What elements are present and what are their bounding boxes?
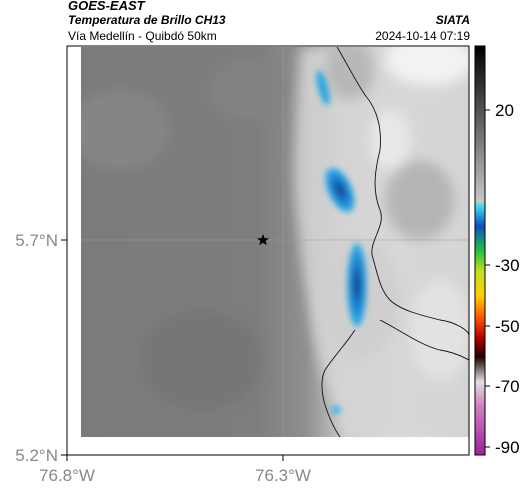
lat-label-2: 5.2°N bbox=[15, 446, 58, 465]
satellite-imagery bbox=[81, 47, 469, 437]
colorbar-tick-20: 20 bbox=[495, 101, 514, 120]
colorbar: 20 -30 -50 -70 -90 bbox=[474, 45, 520, 457]
datetime-label: 2024-10-14 07:19 bbox=[375, 29, 470, 43]
lat-label-1: 5.7°N bbox=[15, 231, 58, 250]
route-subtitle: Vía Medellín - Quibdó 50km bbox=[68, 29, 217, 43]
colorbar-tick-minus70: -70 bbox=[495, 377, 520, 396]
colorbar-tick-minus30: -30 bbox=[495, 256, 520, 275]
source-title: GOES-EAST bbox=[68, 0, 145, 13]
colorbar-tick-minus90: -90 bbox=[495, 438, 520, 457]
colorbar-tick-minus50: -50 bbox=[495, 317, 520, 336]
agency-label: SIATA bbox=[435, 13, 470, 27]
product-title: Temperatura de Brillo CH13 bbox=[68, 13, 226, 27]
lon-label-2: 76.3°W bbox=[255, 466, 311, 485]
lon-label-1: 76.8°W bbox=[39, 466, 95, 485]
star-icon bbox=[257, 234, 269, 246]
